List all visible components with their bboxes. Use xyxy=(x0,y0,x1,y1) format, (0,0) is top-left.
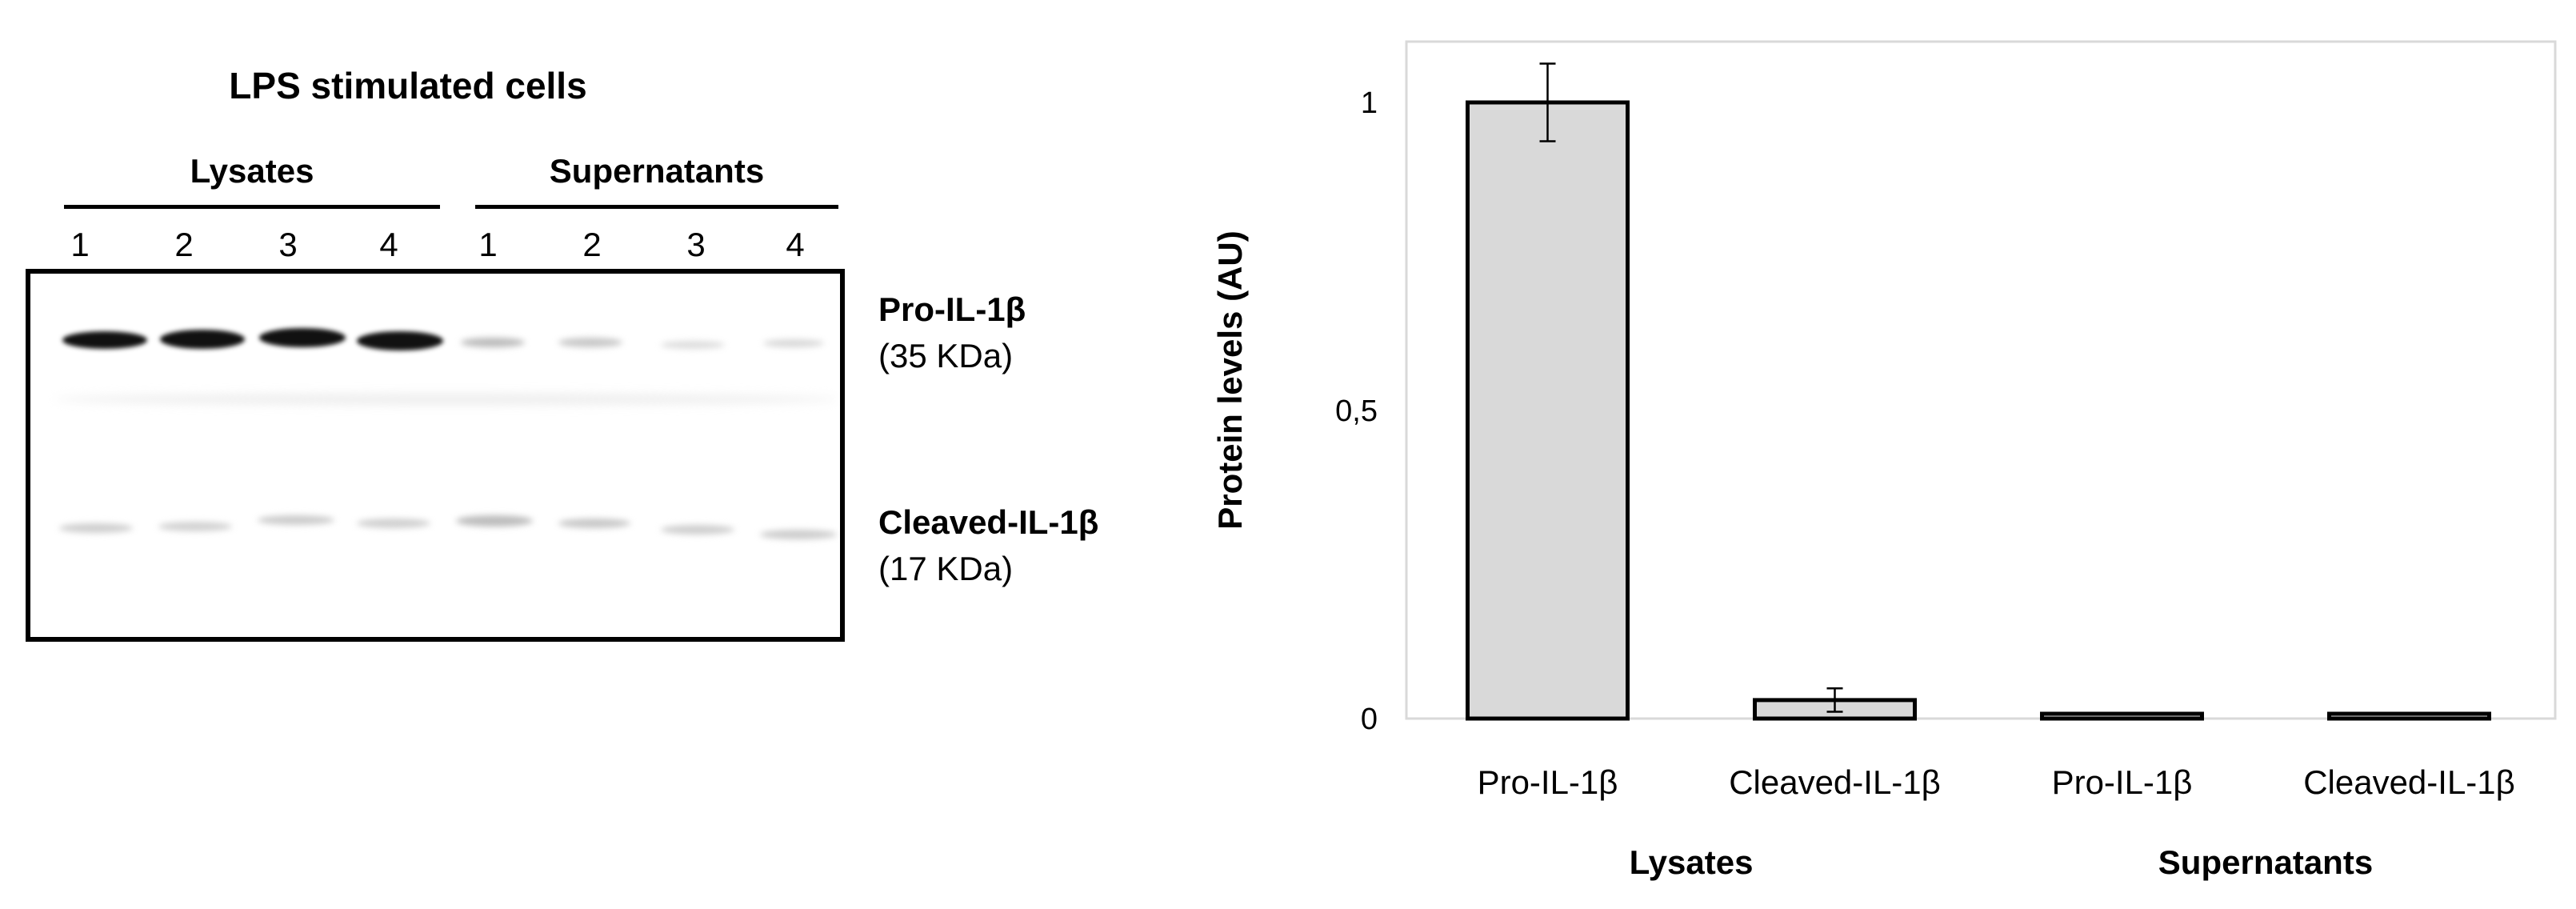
blot-band xyxy=(160,330,245,349)
blot-band xyxy=(461,338,525,347)
bar xyxy=(2040,711,2204,721)
lane-number: 4 xyxy=(786,226,805,263)
blot-band xyxy=(59,523,133,533)
bar xyxy=(1466,100,1630,721)
blot-band xyxy=(357,331,443,350)
category-label: Pro-IL-1β xyxy=(2052,763,2193,801)
band-name: Pro-IL-1β xyxy=(878,290,1026,328)
lane-number: 3 xyxy=(686,226,706,263)
bars xyxy=(1466,100,2491,721)
category-label: Cleaved-IL-1β xyxy=(1729,763,1941,801)
blot-group-line-supernatants xyxy=(475,205,838,209)
blot-group-label-lysates: Lysates xyxy=(190,152,314,190)
western-blot-panel: LPS stimulated cells Lysates Supernatant… xyxy=(0,0,1168,909)
blot-band xyxy=(763,339,824,347)
band-label-pro-il1b: Pro-IL-1β (35 KDa) xyxy=(878,286,1026,379)
blot-band xyxy=(760,530,837,539)
lane-number: 3 xyxy=(278,226,298,263)
lane-number: 1 xyxy=(70,226,90,263)
lane-number: 4 xyxy=(379,226,398,263)
band-size: (17 KDa) xyxy=(878,550,1014,587)
category-label: Cleaved-IL-1β xyxy=(2303,763,2515,801)
blot-band xyxy=(54,394,838,405)
error-bars xyxy=(1539,62,1843,713)
category-label: Pro-IL-1β xyxy=(1478,763,1618,801)
bar xyxy=(2327,711,2491,721)
blot-band xyxy=(558,519,630,528)
y-tick-label: 1 xyxy=(1361,86,1378,120)
group-label: Supernatants xyxy=(2158,843,2373,881)
lane-number: 2 xyxy=(582,226,602,263)
blot-group-label-supernatants: Supernatants xyxy=(549,152,765,190)
y-tick-label: 0 xyxy=(1361,703,1378,736)
y-tick-label: 0,5 xyxy=(1335,394,1378,428)
blot-band xyxy=(661,525,734,535)
blot-band xyxy=(62,331,147,349)
blot-band xyxy=(456,515,533,527)
blot-band xyxy=(259,328,346,347)
bar-chart: Protein levels (AU) 00,51 Pro-IL-1β Cleav… xyxy=(1211,40,2557,881)
blot-band xyxy=(258,515,334,525)
blot-image xyxy=(26,269,845,642)
blot-band xyxy=(661,341,725,349)
band-size: (35 KDa) xyxy=(878,337,1014,374)
group-label: Lysates xyxy=(1630,843,1754,881)
blot-title: LPS stimulated cells xyxy=(229,65,587,106)
group-labels: Lysates Supernatants xyxy=(1630,843,2374,881)
blot-group-line-lysates xyxy=(64,205,440,209)
band-label-cleaved-il1b: Cleaved-IL-1β (17 KDa) xyxy=(878,499,1098,592)
y-axis-label: Protein levels (AU) xyxy=(1211,230,1249,529)
lane-number: 1 xyxy=(478,226,498,263)
band-name: Cleaved-IL-1β xyxy=(878,503,1099,541)
category-labels: Pro-IL-1β Cleaved-IL-1β Pro-IL-1β Cleaved-I… xyxy=(1478,763,2515,801)
y-ticks: 00,51 xyxy=(1335,86,1378,736)
lane-number: 2 xyxy=(174,226,194,263)
blot-band xyxy=(558,338,622,347)
blot-band xyxy=(158,522,232,531)
blot-band xyxy=(357,519,430,528)
